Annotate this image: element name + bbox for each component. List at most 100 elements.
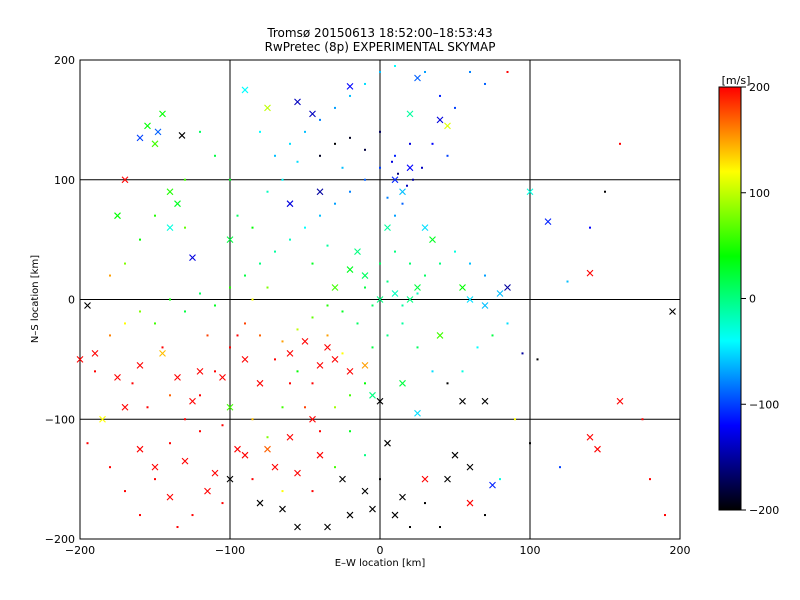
x-axis-ticks: −200 −100 0 100 200 — [65, 544, 691, 557]
data-point-cross — [151, 463, 159, 471]
data-point-cross — [391, 290, 399, 297]
data-point-cross — [436, 116, 444, 124]
data-point-dot — [296, 370, 299, 373]
data-point-cross — [421, 224, 429, 232]
data-point-cross — [114, 212, 121, 220]
data-point-dot — [214, 370, 216, 373]
data-point-cross — [354, 248, 361, 255]
x-axis-label: E–W location [km] — [335, 558, 426, 569]
data-point-cross — [346, 511, 354, 519]
data-point-cross — [189, 397, 196, 405]
data-point-cross — [159, 349, 166, 357]
data-point-dot — [334, 142, 336, 145]
y-tick-label: −100 — [45, 413, 75, 426]
data-point-dot — [326, 334, 329, 337]
data-point-dot — [386, 334, 389, 337]
data-point-cross — [586, 269, 594, 277]
data-point-cross — [204, 487, 211, 495]
data-point-dot — [259, 262, 261, 265]
data-point-cross — [616, 397, 624, 405]
data-point-cross — [316, 361, 324, 369]
data-point-cross — [406, 110, 414, 118]
data-point-dot — [566, 280, 569, 283]
data-point-cross — [279, 505, 286, 513]
x-tick-label: 100 — [520, 544, 541, 557]
data-point-dot — [446, 154, 449, 157]
data-point-cross — [294, 523, 301, 531]
data-point-dot — [379, 166, 381, 169]
data-point-cross — [466, 499, 474, 507]
data-point-cross — [309, 110, 316, 118]
data-point-cross — [339, 475, 346, 483]
data-point-dot — [409, 142, 411, 145]
data-point-cross — [466, 296, 474, 303]
data-point-dot — [184, 226, 186, 229]
data-point-cross — [594, 445, 601, 453]
data-point-cross — [436, 332, 444, 339]
data-point-cross — [669, 308, 676, 315]
data-point-dot — [139, 238, 141, 241]
data-point-cross — [489, 481, 496, 489]
data-point-cross — [226, 403, 234, 411]
data-point-dot — [484, 514, 486, 517]
data-point-dot — [409, 526, 411, 529]
grid-lines — [80, 60, 680, 539]
data-point-cross — [121, 403, 129, 411]
data-point-dot — [266, 190, 269, 193]
data-point-dot — [259, 334, 261, 337]
data-point-dot — [454, 106, 456, 109]
data-point-cross — [376, 296, 384, 303]
data-point-dot — [326, 244, 329, 247]
data-point-cross — [256, 379, 264, 387]
data-point-cross — [234, 445, 241, 453]
data-point-cross — [144, 122, 151, 130]
data-point-dot — [304, 226, 306, 229]
data-point-dot — [184, 310, 186, 313]
data-point-dot — [281, 340, 284, 343]
data-point-dot — [439, 94, 441, 97]
colorbar-tick-label: 100 — [749, 187, 770, 200]
data-points — [76, 64, 676, 531]
data-point-cross — [324, 344, 331, 351]
data-point-dot — [439, 262, 441, 265]
data-point-dot — [334, 106, 336, 109]
data-point-cross — [346, 82, 354, 90]
data-point-dot — [311, 262, 314, 265]
data-point-cross — [226, 475, 234, 483]
data-point-dot — [199, 394, 201, 397]
data-point-dot — [296, 160, 299, 163]
data-point-dot — [311, 316, 314, 319]
data-point-dot — [266, 286, 269, 289]
data-point-dot — [484, 274, 486, 277]
data-point-cross — [316, 188, 324, 196]
data-point-cross — [264, 445, 271, 453]
data-point-dot — [394, 154, 396, 157]
data-point-cross — [256, 499, 264, 507]
data-point-dot — [251, 418, 254, 421]
data-point-dot — [304, 130, 306, 133]
data-point-cross — [286, 200, 294, 208]
data-point-cross — [121, 176, 129, 184]
data-point-dot — [311, 490, 314, 493]
data-point-dot — [109, 274, 111, 277]
data-point-dot — [394, 64, 396, 67]
data-point-dot — [191, 514, 194, 517]
data-point-dot — [131, 382, 134, 385]
data-point-cross — [154, 128, 162, 136]
data-point-dot — [406, 184, 408, 187]
data-point-dot — [529, 442, 531, 445]
colorbar-label: [m/s] — [722, 74, 751, 87]
data-point-dot — [139, 310, 141, 313]
y-axis-label: N–S location [km] — [30, 255, 41, 343]
data-point-dot — [169, 442, 171, 445]
data-point-cross — [166, 188, 174, 196]
data-point-dot — [401, 304, 404, 307]
data-point-cross — [414, 409, 421, 417]
x-tick-label: 0 — [377, 544, 384, 557]
data-point-cross — [309, 415, 316, 423]
data-point-dot — [364, 82, 366, 85]
data-point-dot — [476, 346, 479, 349]
chart-title: Tromsø 20150613 18:52:00–18:53:43 — [266, 26, 492, 40]
data-point-cross — [406, 296, 414, 303]
data-point-dot — [371, 304, 374, 307]
